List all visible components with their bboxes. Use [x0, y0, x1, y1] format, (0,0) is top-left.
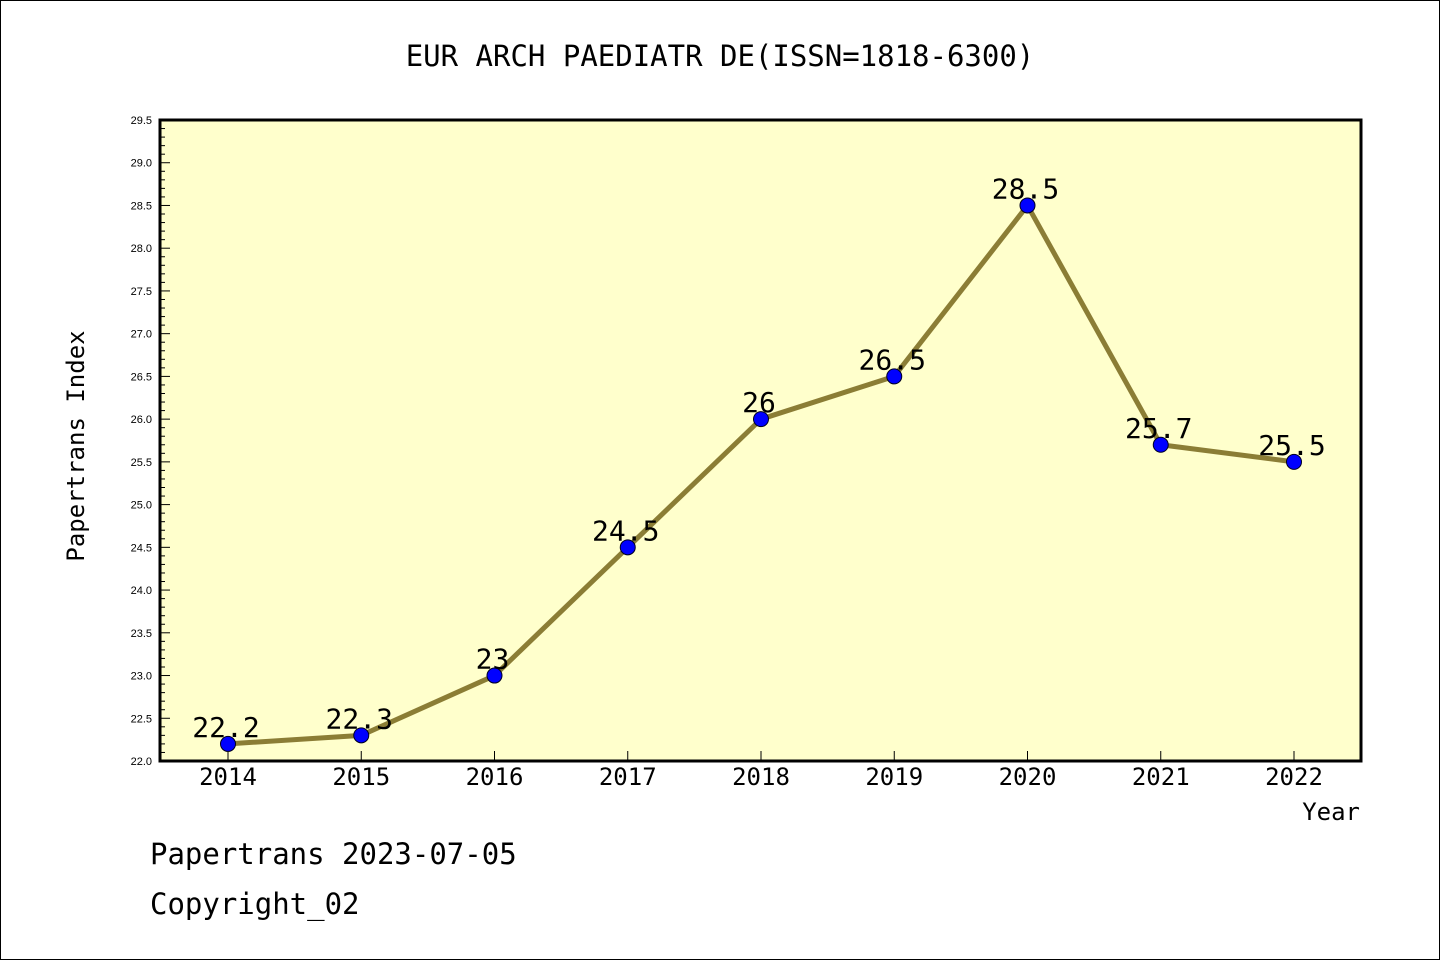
data-label: 25.5 — [1258, 429, 1325, 462]
data-point — [619, 539, 636, 556]
x-tick-label: 2015 — [332, 763, 390, 791]
y-tick-label: 24.5 — [131, 542, 152, 554]
y-tick-label: 29.5 — [131, 115, 152, 127]
x-tick-label: 2017 — [599, 763, 657, 791]
data-point — [1019, 197, 1036, 214]
data-label: 28.5 — [992, 172, 1059, 205]
y-tick-label: 22.5 — [131, 713, 152, 725]
footer-copyright: Copyright_02 — [150, 887, 360, 922]
data-label: 22.3 — [326, 702, 393, 735]
y-tick-label: 22.0 — [131, 756, 152, 768]
data-point — [220, 735, 236, 752]
y-tick-label: 26.0 — [131, 414, 152, 426]
chart-title: EUR ARCH PAEDIATR DE(ISSN=1818-6300) — [406, 39, 1035, 73]
y-tick-label: 23.5 — [131, 628, 152, 640]
y-tick-label: 25.0 — [131, 500, 152, 512]
x-tick-label: 2018 — [732, 763, 790, 791]
y-tick-label: 24.0 — [131, 585, 152, 597]
data-label: 25.7 — [1125, 412, 1192, 445]
data-label: 24.5 — [592, 514, 659, 547]
y-axis: 22.0 22.5 23.0 23.5 24.0 24.5 25.0 25.5 26.0 26.5… — [131, 115, 170, 768]
plot-border — [158, 118, 1363, 763]
x-tick-label: 2016 — [466, 763, 524, 791]
data-label: 26.5 — [859, 343, 926, 376]
x-axis-title: Year — [1302, 798, 1360, 826]
data-point — [353, 727, 370, 744]
x-tick-label: 2019 — [865, 763, 923, 791]
y-tick-label: 23.0 — [131, 671, 152, 683]
data-label: 23 — [476, 643, 510, 676]
y-tick-label: 27.0 — [131, 329, 152, 341]
y-tick-label: 26.5 — [131, 371, 152, 383]
x-tick-label: 2020 — [999, 763, 1057, 791]
y-axis-title: Papertrans Index — [62, 330, 90, 561]
y-tick-label: 27.5 — [131, 286, 152, 298]
series-markers — [220, 197, 1302, 752]
data-label: 26 — [742, 386, 776, 419]
data-point — [886, 368, 903, 385]
footer-date: Papertrans 2023-07-05 — [150, 837, 517, 871]
data-point — [486, 667, 503, 684]
y-tick-label: 28.5 — [131, 200, 152, 212]
data-point — [753, 411, 769, 428]
data-labels: 22.2 22.3 23 24.5 26 26.5 28.5 25.7 25.5 — [192, 172, 1325, 743]
data-point — [1152, 436, 1169, 453]
data-label: 22.2 — [192, 711, 259, 744]
x-tick-label: 2022 — [1265, 763, 1323, 791]
x-tick-label: 2021 — [1132, 763, 1190, 791]
x-axis: 2014 2015 2016 2017 2018 2019 2020 2021 2022 — [199, 751, 1323, 791]
data-point — [1286, 453, 1302, 470]
x-tick-label: 2014 — [199, 763, 257, 791]
y-tick-label: 28.0 — [131, 243, 152, 255]
y-tick-label: 25.5 — [131, 457, 152, 469]
y-tick-label: 29.0 — [131, 158, 152, 170]
